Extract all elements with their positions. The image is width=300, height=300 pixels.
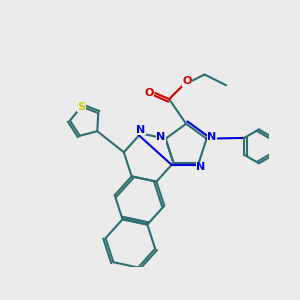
Text: O: O bbox=[144, 88, 154, 98]
Text: O: O bbox=[182, 76, 191, 86]
Text: N: N bbox=[156, 132, 166, 142]
Text: N: N bbox=[196, 162, 206, 172]
Text: N: N bbox=[207, 132, 217, 142]
Text: N: N bbox=[136, 124, 146, 135]
Text: S: S bbox=[77, 101, 86, 112]
